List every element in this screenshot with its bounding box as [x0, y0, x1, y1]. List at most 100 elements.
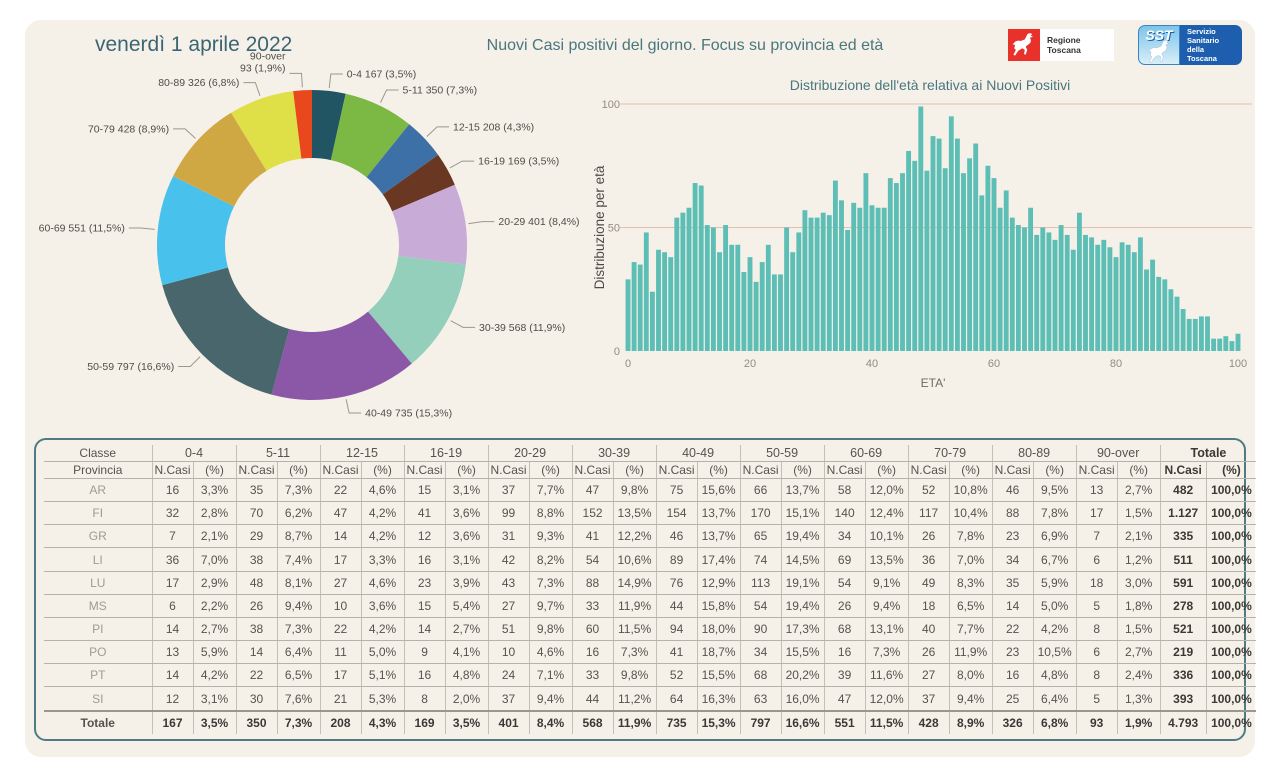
donut-label: 12-15 208 (4,3%) [453, 121, 534, 133]
subheader-ncasi: N.Casi [572, 461, 614, 479]
table-cell: 30 [236, 686, 278, 712]
table-cell: 11,5% [613, 617, 657, 642]
table-cell: 11,9% [613, 709, 657, 734]
hist-bar-age-61 [997, 207, 1003, 351]
table-cell: 17 [1076, 501, 1118, 526]
subheader-pct: (%) [1033, 461, 1077, 479]
table-cell: 48 [236, 571, 278, 595]
corner-provincia: Provincia [44, 461, 153, 479]
table-cell: 14,5% [781, 547, 825, 572]
table-cell: 154 [656, 501, 698, 526]
subheader-pct: (%) [781, 461, 825, 479]
hist-bar-age-7 [668, 257, 674, 351]
table-cell: 100,0% [1206, 686, 1257, 712]
hist-bar-age-82 [1125, 244, 1131, 351]
table-cell: 8,8% [529, 501, 573, 526]
hist-bar-age-81 [1119, 242, 1125, 351]
table-cell: 7,3% [277, 617, 321, 642]
table-cell: 4.793 [1160, 709, 1207, 734]
table-row-totale: Totale 167 3,5% 350 7,3% 208 4,3% 169 3,5% 401 8,4… [44, 709, 1257, 734]
sst-abbr-text: SST [1145, 27, 1173, 43]
table-cell: 8,0% [949, 663, 993, 688]
donut-label: 80-89 326 (6,8%) [158, 77, 239, 89]
table-cell: 6,2% [277, 501, 321, 526]
hist-bar-age-8 [674, 217, 680, 351]
donut-label: 93 (1,9%) [240, 62, 286, 74]
hist-bar-age-0 [625, 279, 631, 351]
table-cell: 1,3% [1117, 686, 1161, 712]
hist-bar-age-65 [1022, 227, 1027, 351]
table-cell: 2,1% [1117, 524, 1161, 549]
table-cell: 7,4% [277, 547, 321, 572]
table-cell: 9,4% [865, 594, 909, 618]
table-cell: 31 [488, 524, 530, 549]
pegasus-icon [1012, 33, 1033, 56]
table-cell: 41 [404, 501, 446, 526]
table-cell: 7,3% [277, 709, 321, 734]
regione-toscana-label-box: Regione Toscana [1040, 29, 1114, 61]
donut-slice-60-69 [157, 176, 235, 286]
donut-label-line [468, 221, 495, 225]
table-row-LI: LI 36 7,0% 38 7,4% 17 3,3% 16 3,1% 42 8,2% 54 10,6% 8… [44, 547, 1257, 572]
table-cell: 3,6% [445, 501, 489, 526]
donut-slice-12-15 [366, 124, 439, 195]
table-cell: 6 [152, 594, 194, 618]
donut-slice-40-49 [271, 311, 412, 400]
hist-bar-age-52 [942, 168, 948, 351]
table-cell: 18,7% [697, 640, 741, 665]
table-cell: 22 [236, 663, 278, 688]
table-cell: 14 [992, 594, 1034, 618]
hist-bar-age-59 [985, 165, 991, 351]
hist-bar-age-33 [826, 215, 832, 351]
table-cell: 7,0% [949, 547, 993, 572]
table-cell: 42 [488, 547, 530, 572]
x-tick: 20 [744, 358, 756, 370]
donut-slice-30-39 [368, 256, 466, 364]
table-cell: 27 [908, 663, 950, 688]
table-cell: 7,7% [529, 478, 573, 503]
province-label: GR [44, 524, 153, 549]
table-cell: 10,1% [865, 524, 909, 549]
table-cell: 38 [236, 617, 278, 642]
hist-bar-age-93 [1192, 318, 1198, 351]
table-cell: 38 [236, 547, 278, 572]
table-cell: 5,0% [1033, 594, 1077, 618]
table-cell: 12,0% [865, 686, 909, 712]
table-cell: 13 [152, 640, 194, 665]
table-cell: 6,9% [1033, 524, 1077, 549]
table-cell: 4,8% [445, 663, 489, 688]
hist-bar-age-67 [1034, 234, 1040, 351]
table-cell: 65 [740, 524, 782, 549]
table-cell: 113 [740, 571, 782, 595]
table-cell: 35 [236, 478, 278, 503]
table-cell: 2,0% [445, 686, 489, 712]
hist-bar-age-22 [759, 262, 765, 351]
table-cell: 34 [992, 547, 1034, 572]
table-row-SI: SI 12 3,1% 30 7,6% 21 5,3% 8 2,0% 37 9,4% 44 11,2% 64… [44, 686, 1257, 712]
subheader-ncasi: N.Casi [656, 461, 698, 479]
table-cell: 2,1% [193, 524, 237, 549]
hist-bar-age-89 [1168, 289, 1174, 351]
table-cell: 76 [656, 571, 698, 595]
donut-label: 60-69 551 (11,5%) [39, 222, 125, 234]
table-cell: 11,2% [613, 686, 657, 712]
table-cell: 16 [404, 547, 446, 572]
subheader-pct: (%) [949, 461, 993, 479]
table-cell: 63 [740, 686, 782, 712]
hist-bar-age-20 [747, 257, 753, 351]
table-cell: 16 [152, 478, 194, 503]
sst-logo: SST Servizio Sanitario della Toscana [1138, 25, 1242, 65]
table-cell: 16 [992, 663, 1034, 688]
hist-bar-age-36 [845, 229, 851, 351]
subheader-ncasi: N.Casi [1160, 461, 1207, 479]
province-label: PI [44, 617, 153, 642]
table-cell: 14 [404, 617, 446, 642]
table-cell: 68 [824, 617, 866, 642]
table-cell: 167 [152, 709, 194, 734]
date-title: venerdì 1 aprile 2022 [95, 33, 293, 56]
table-cell: 428 [908, 709, 950, 734]
table-cell: 4,8% [1033, 663, 1077, 688]
table-cell: 401 [488, 709, 530, 734]
province-label: LU [44, 571, 153, 595]
hist-bar-age-1 [631, 262, 637, 351]
